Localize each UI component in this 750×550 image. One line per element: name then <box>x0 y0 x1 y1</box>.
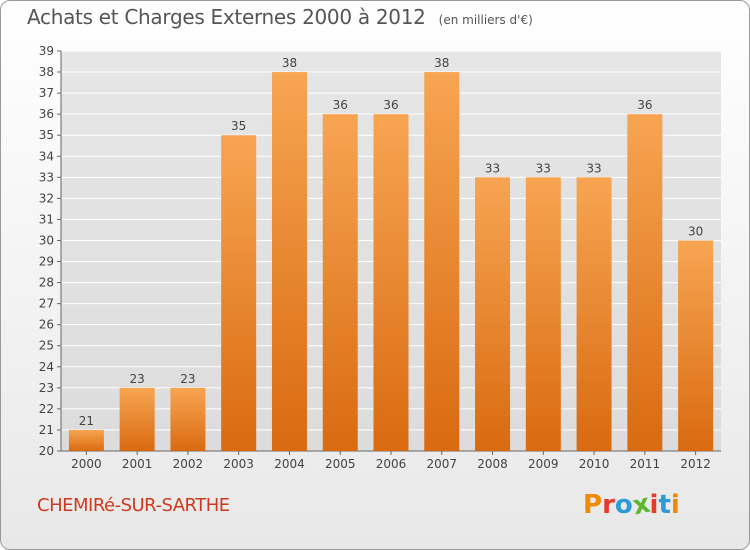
y-tick-label: 24 <box>39 360 54 374</box>
y-tick-label: 30 <box>39 233 54 247</box>
data-label-2010: 33 <box>586 161 601 175</box>
y-tick-label: 35 <box>39 128 54 142</box>
bar-2004 <box>271 72 307 451</box>
data-label-2001: 23 <box>130 372 145 386</box>
y-tick-label: 39 <box>39 44 54 58</box>
data-label-2004: 38 <box>282 56 297 70</box>
y-tick-label: 37 <box>39 86 54 100</box>
data-label-2005: 36 <box>333 98 348 112</box>
data-label-2000: 21 <box>79 414 94 428</box>
logo-letter: t <box>658 490 671 520</box>
x-tick-label-2000: 2000 <box>71 457 102 471</box>
y-tick-label: 27 <box>39 297 54 311</box>
bar-2012 <box>678 240 714 451</box>
y-tick-label: 22 <box>39 402 54 416</box>
bar-2002 <box>170 387 206 451</box>
x-tick-label-2001: 2001 <box>122 457 153 471</box>
bar-2006 <box>373 114 409 451</box>
logo-letter: i <box>670 490 680 520</box>
x-tick-label-2003: 2003 <box>223 457 254 471</box>
chart-title: Achats et Charges Externes 2000 à 2012 (… <box>27 5 533 29</box>
proxiti-logo: Proxiti <box>583 489 680 522</box>
bar-2009 <box>525 177 561 451</box>
logo-letter: P <box>583 490 603 520</box>
y-tick-label: 38 <box>39 65 54 79</box>
data-label-2003: 35 <box>231 119 246 133</box>
y-tick-label: 21 <box>39 423 54 437</box>
data-label-2007: 38 <box>434 56 449 70</box>
y-tick-label: 25 <box>39 339 54 353</box>
bar-2000 <box>68 429 104 451</box>
bars: 21 23 23 35 38 36 36 38 33 33 33 36 30 <box>68 56 714 452</box>
x-tick-label-2006: 2006 <box>376 457 407 471</box>
bar-2003 <box>221 135 257 452</box>
data-label-2012: 30 <box>688 224 703 238</box>
y-tick-label: 26 <box>39 318 54 332</box>
data-label-2006: 36 <box>383 98 398 112</box>
x-tick-label-2007: 2007 <box>426 457 457 471</box>
bar-2007 <box>424 72 460 451</box>
x-tick-label-2008: 2008 <box>477 457 508 471</box>
y-tick-label: 29 <box>39 255 54 269</box>
y-tick-label: 33 <box>39 170 54 184</box>
bar-2010 <box>576 177 612 451</box>
x-axis: 2000 2001 2002 2003 2004 2005 2006 2007 2008 2009… <box>71 451 711 471</box>
y-tick-label: 20 <box>39 444 54 458</box>
logo-letter: r <box>602 490 615 520</box>
y-tick-label: 28 <box>39 276 54 290</box>
x-tick-label-2010: 2010 <box>579 457 610 471</box>
title-unit: (en milliers d'€) <box>438 13 533 27</box>
x-tick-label-2011: 2011 <box>630 457 661 471</box>
x-tick-label-2012: 2012 <box>680 457 711 471</box>
x-tick-label-2005: 2005 <box>325 457 356 471</box>
bar-chart: 20 21 22 23 24 25 26 27 28 29 30 31 32 33 34 35 36 37 38 39… <box>39 44 721 471</box>
data-label-2002: 23 <box>180 372 195 386</box>
x-tick-label-2002: 2002 <box>173 457 204 471</box>
bar-2005 <box>322 114 358 451</box>
bar-2008 <box>475 177 511 451</box>
y-tick-label: 32 <box>39 191 54 205</box>
logo-letter: o <box>614 490 633 520</box>
data-label-2009: 33 <box>536 161 551 175</box>
commune-name: CHEMIRé-SUR-SARTHE <box>37 495 230 516</box>
title-main: Achats et Charges Externes 2000 à 2012 <box>27 5 426 29</box>
y-tick-label: 36 <box>39 107 54 121</box>
logo-letter: i <box>649 490 659 520</box>
y-tick-label: 34 <box>39 149 54 163</box>
x-tick-label-2004: 2004 <box>274 457 305 471</box>
y-tick-label: 31 <box>39 212 54 226</box>
bar-2011 <box>627 114 663 451</box>
data-label-2011: 36 <box>637 98 652 112</box>
x-tick-label-2009: 2009 <box>528 457 559 471</box>
data-label-2008: 33 <box>485 161 500 175</box>
y-tick-label: 23 <box>39 381 54 395</box>
bar-2001 <box>119 387 155 451</box>
